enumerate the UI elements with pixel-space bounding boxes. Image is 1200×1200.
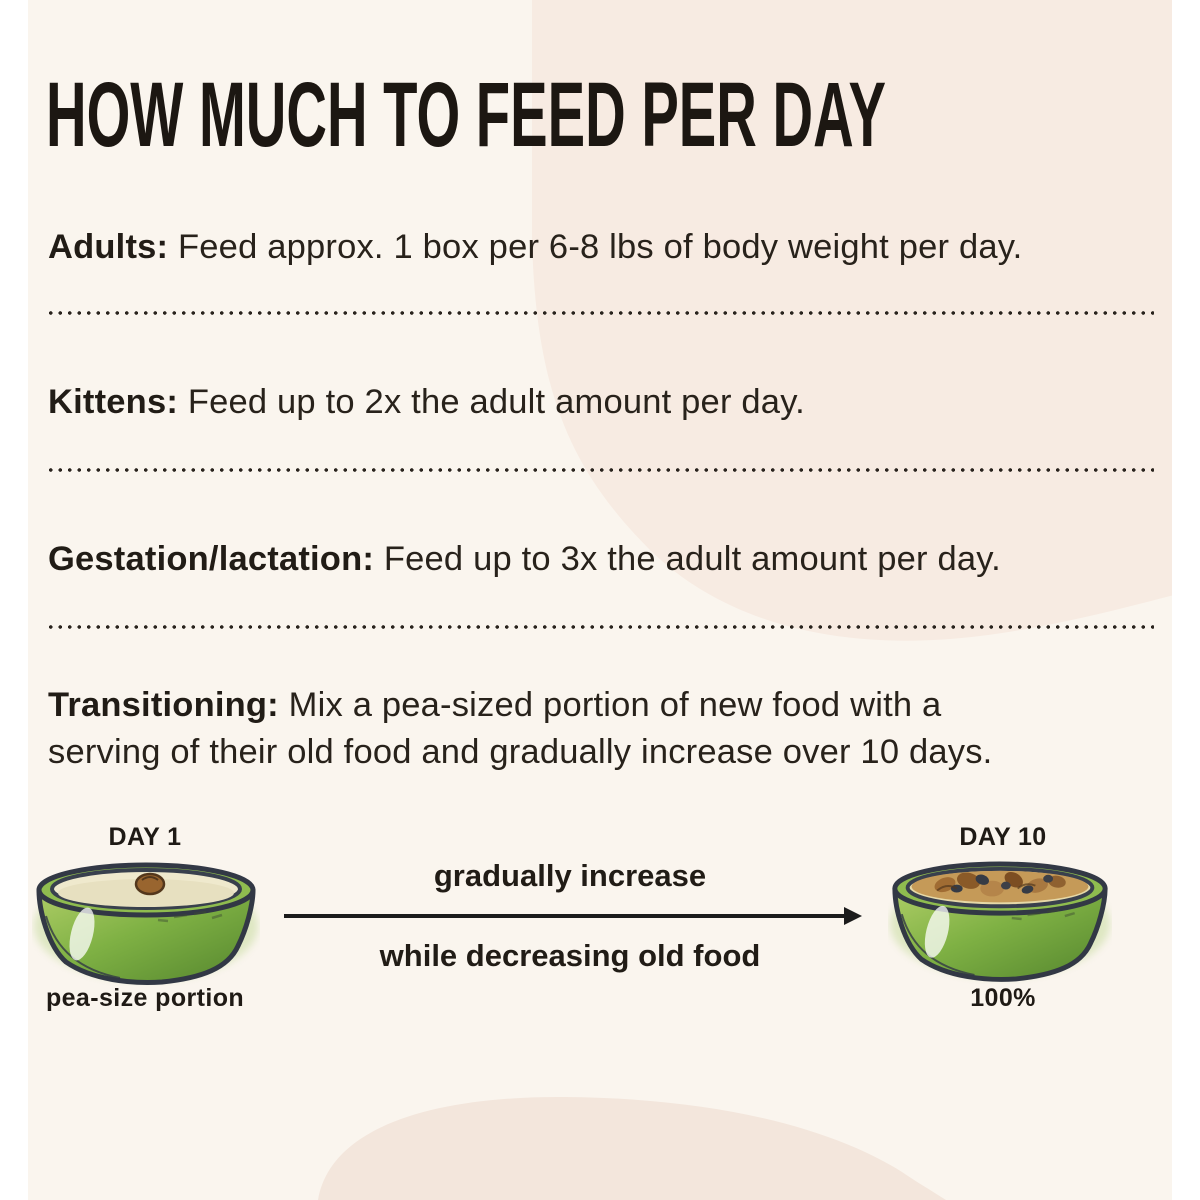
right-arrow-head-icon bbox=[844, 906, 862, 925]
kibble-cluster bbox=[911, 870, 1089, 903]
section-kittens-text: Feed up to 2x the adult amount per day. bbox=[187, 383, 805, 421]
arrow-top-caption: gradually increase bbox=[433, 858, 707, 893]
pink-blob-bottom bbox=[318, 1096, 946, 1200]
bowl-full-icon bbox=[889, 861, 1111, 982]
page-title-text: HOW MUCH TO FEED PER DAY bbox=[46, 66, 886, 166]
section-gestation-label: Gestation/lactation: bbox=[48, 540, 375, 578]
arrow-bottom-caption: while decreasing old food bbox=[379, 938, 761, 973]
section-kittens: Kittens: Feed up to 2x the adult amount … bbox=[48, 379, 1156, 426]
section-transitioning: Transitioning: Mix a pea-sized portion o… bbox=[48, 682, 1156, 776]
pea-size-caption: pea-size portion bbox=[45, 984, 245, 1012]
day10-label: DAY 10 bbox=[959, 823, 1047, 851]
left-margin-strip bbox=[0, 0, 28, 1200]
full-portion-caption: 100% bbox=[970, 984, 1036, 1012]
pink-blob-top-right bbox=[532, 0, 1200, 641]
right-arrow-icon bbox=[284, 914, 846, 918]
bowl-pea-portion-icon bbox=[34, 862, 258, 985]
section-adults-label: Adults: bbox=[48, 228, 169, 266]
dotted-divider-2 bbox=[46, 467, 1154, 473]
right-margin-strip bbox=[1172, 0, 1200, 1200]
section-adults: Adults: Feed approx. 1 box per 6-8 lbs o… bbox=[48, 224, 1156, 271]
section-transitioning-text-line2: serving of their old food and gradually … bbox=[48, 733, 993, 771]
section-gestation-text: Feed up to 3x the adult amount per day. bbox=[383, 540, 1001, 578]
page-title: HOW MUCH TO FEED PER DAY bbox=[46, 64, 916, 166]
dotted-divider-3 bbox=[46, 624, 1154, 630]
section-adults-text: Feed approx. 1 box per 6-8 lbs of body w… bbox=[178, 228, 1023, 266]
section-kittens-label: Kittens: bbox=[48, 383, 179, 421]
section-transitioning-label: Transitioning: bbox=[48, 686, 279, 724]
section-gestation: Gestation/lactation: Feed up to 3x the a… bbox=[48, 536, 1156, 583]
section-transitioning-text-line1: Mix a pea-sized portion of new food with… bbox=[288, 686, 942, 724]
dotted-divider-1 bbox=[46, 310, 1154, 316]
day1-label: DAY 1 bbox=[108, 823, 182, 851]
